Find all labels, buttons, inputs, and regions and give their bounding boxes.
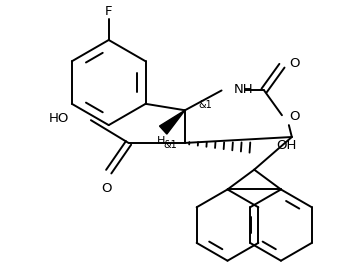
- Text: H: H: [157, 136, 165, 146]
- Text: &1: &1: [199, 100, 213, 110]
- Text: O: O: [101, 182, 112, 195]
- Text: F: F: [105, 5, 112, 18]
- Text: &1: &1: [163, 140, 177, 150]
- Text: O: O: [289, 57, 299, 70]
- Text: NH: NH: [233, 83, 253, 96]
- Polygon shape: [160, 110, 185, 134]
- Text: HO: HO: [49, 112, 69, 125]
- Text: O: O: [289, 110, 299, 123]
- Text: OH: OH: [276, 140, 296, 152]
